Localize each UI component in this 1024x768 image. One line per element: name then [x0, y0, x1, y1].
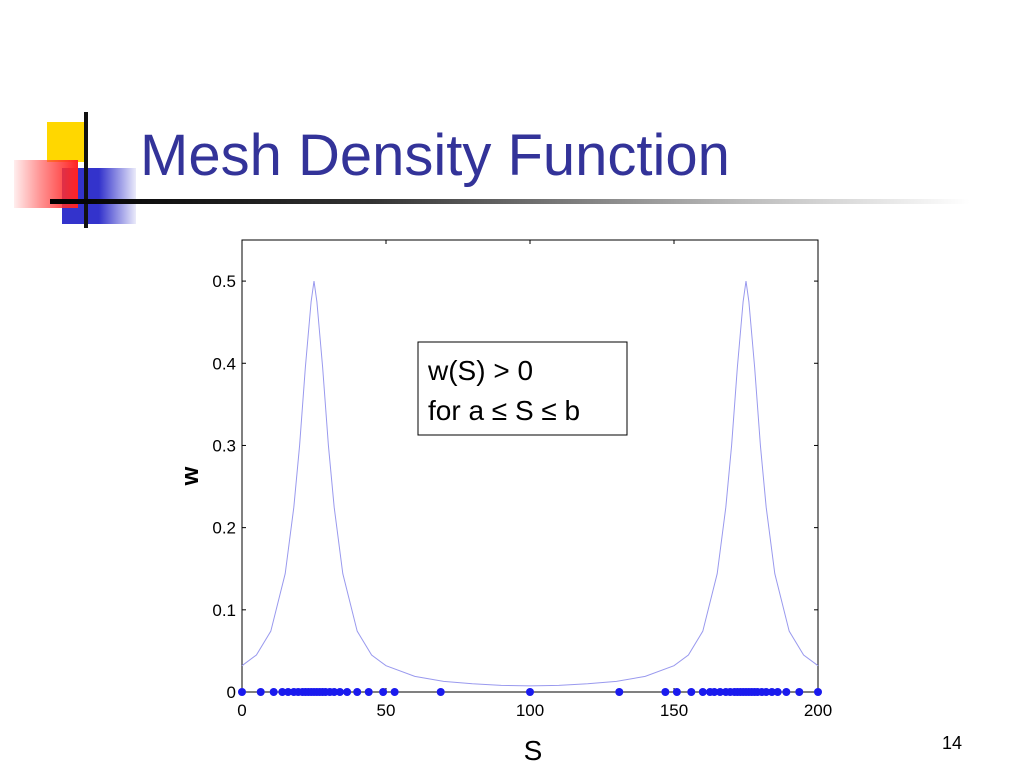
annotation-line-1: w(S) > 0	[427, 355, 533, 386]
mesh-point	[526, 688, 534, 696]
mesh-point	[661, 688, 670, 696]
mesh-point	[773, 688, 782, 696]
x-tick-label: 0	[237, 701, 246, 720]
curve-layer	[241, 281, 819, 687]
mesh-point	[269, 688, 278, 696]
y-tick-label: 0.3	[212, 436, 236, 455]
axes-layer: 0 50 100 150 200 0 0.1 0.2 0.3 0.4 0.5	[212, 239, 832, 720]
logo-yellow-square	[47, 122, 87, 162]
mesh-point	[436, 688, 445, 696]
y-tick-label: 0	[227, 683, 236, 702]
x-tick-label: 150	[660, 701, 688, 720]
y-axis-label: w	[177, 466, 204, 486]
mesh-point	[284, 688, 293, 696]
density-curve	[241, 281, 819, 687]
mesh-point	[687, 688, 696, 696]
mesh-point	[716, 688, 725, 696]
title-divider	[50, 199, 970, 204]
y-tick-label: 0.4	[212, 354, 236, 373]
mesh-point	[795, 688, 804, 696]
mesh-point	[379, 688, 388, 696]
mesh-point	[390, 688, 399, 696]
mesh-point	[767, 688, 776, 696]
annotation-box: w(S) > 0 for a ≤ S ≤ b	[417, 341, 628, 436]
mesh-point	[364, 688, 373, 696]
mesh-point	[353, 688, 362, 696]
logo-vertical-line	[84, 112, 88, 228]
slide-title: Mesh Density Function	[140, 123, 730, 188]
mesh-point	[710, 688, 719, 696]
mesh-point	[672, 688, 681, 696]
mesh-point	[238, 688, 246, 696]
mesh-point	[814, 688, 822, 696]
mesh-point	[615, 688, 624, 696]
y-tick-label: 0.5	[212, 272, 236, 291]
mesh-point	[782, 688, 791, 696]
point-layer	[238, 688, 822, 696]
y-tick-label: 0.2	[212, 519, 236, 538]
mesh-point	[698, 688, 707, 696]
mesh-point	[335, 688, 344, 696]
mesh-point	[330, 688, 339, 696]
mesh-point	[343, 688, 352, 696]
annotation-frame	[417, 341, 628, 436]
mesh-point	[256, 688, 265, 696]
mesh-point	[762, 688, 771, 696]
x-tick-label: 100	[516, 701, 544, 720]
mesh-density-chart: 0 50 100 150 200 0 0.1 0.2 0.3 0.4 0.5 w(S) > 0 fo…	[177, 239, 832, 766]
annotation-line-2: for a ≤ S ≤ b	[428, 395, 580, 426]
x-axis-label: S	[524, 735, 543, 766]
page-number: 14	[942, 733, 963, 753]
plot-frame	[241, 239, 819, 693]
x-tick-label: 200	[804, 701, 832, 720]
mesh-point	[278, 688, 287, 696]
y-tick-label: 0.1	[212, 601, 236, 620]
x-tick-label: 50	[377, 701, 396, 720]
